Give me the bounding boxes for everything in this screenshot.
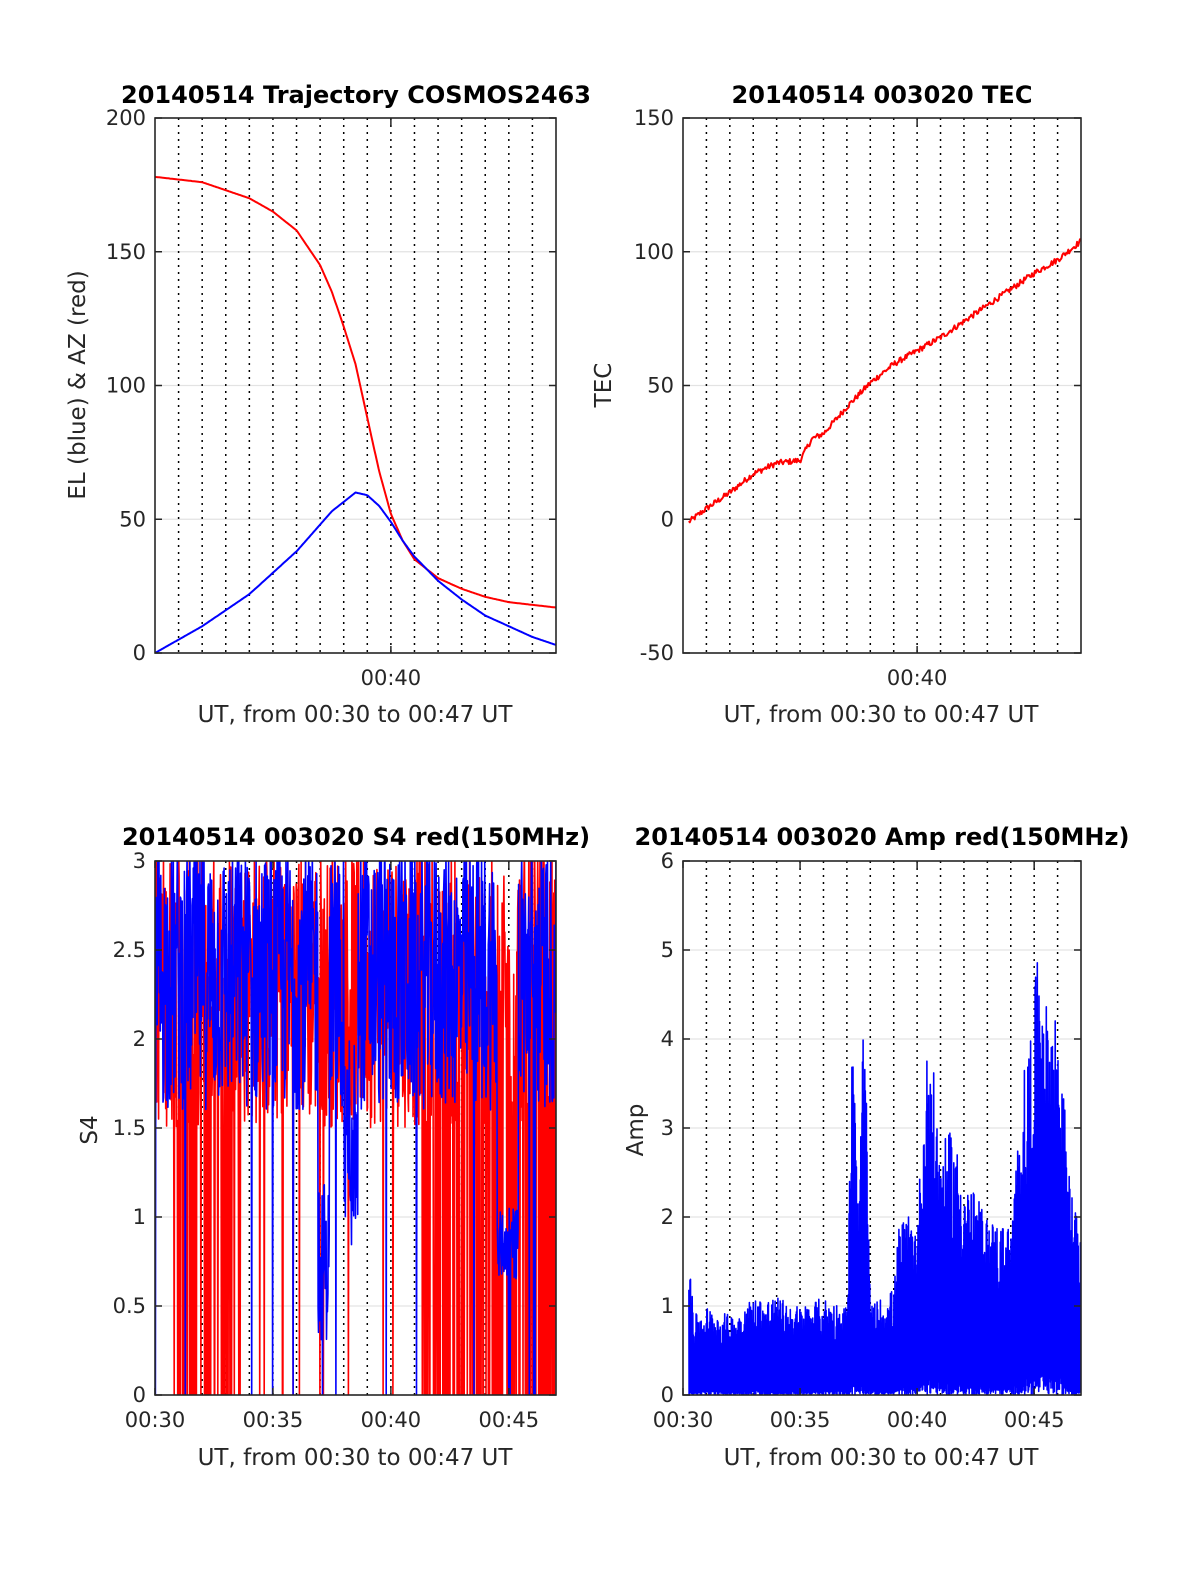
amp-ytick-label: 4 — [661, 1027, 674, 1051]
tec-ytick-label: 100 — [634, 240, 674, 264]
amp-ylabel: Amp — [623, 1104, 649, 1157]
amp-panel: 20140514 003020 Amp red(150MHz) UT, from… — [623, 823, 1129, 1471]
s4-ytick-label: 2.5 — [113, 938, 146, 962]
s4-title: 20140514 003020 S4 red(150MHz) — [122, 823, 590, 851]
tec-ylabel: TEC — [591, 363, 617, 409]
tec-panel: 20140514 003020 TEC UT, from 00:30 to 00… — [591, 81, 1082, 728]
s4-ytick-label: 1 — [133, 1205, 146, 1229]
trajectory-xtick-label: 00:40 — [361, 666, 422, 690]
trajectory-plot-area — [155, 175, 556, 653]
s4-ytick-label: 3 — [133, 849, 146, 873]
amp-ytick-label: 3 — [661, 1116, 674, 1140]
s4-series-line — [155, 861, 556, 1395]
s4-xtick-label: 00:40 — [361, 1408, 422, 1432]
s4-ytick-label: 0 — [133, 1383, 146, 1407]
s4-xtick-label: 00:30 — [125, 1408, 186, 1432]
amp-series-line — [688, 962, 1081, 1395]
amp-ytick-label: 0 — [661, 1383, 674, 1407]
trajectory-ytick-label: 0 — [133, 641, 146, 665]
tec-series-line — [688, 238, 1081, 524]
trajectory-series-line — [155, 491, 556, 653]
s4-plot-area — [155, 861, 556, 1395]
amp-ytick-label: 1 — [661, 1294, 674, 1318]
trajectory-xlabel: UT, from 00:30 to 00:47 UT — [198, 702, 514, 728]
trajectory-ytick-label: 150 — [106, 240, 146, 264]
s4-xlabel: UT, from 00:30 to 00:47 UT — [198, 1445, 514, 1471]
s4-panel: 20140514 003020 S4 red(150MHz) UT, from … — [77, 823, 590, 1471]
trajectory-ylabel: EL (blue) & AZ (red) — [65, 270, 91, 499]
amp-title: 20140514 003020 Amp red(150MHz) — [635, 823, 1130, 851]
s4-ytick-label: 2 — [133, 1027, 146, 1051]
s4-ylabel: S4 — [77, 1115, 103, 1144]
trajectory-ytick-label: 100 — [106, 374, 146, 398]
amp-xtick-label: 00:30 — [653, 1408, 714, 1432]
tec-ytick-label: 0 — [661, 507, 674, 531]
tec-title: 20140514 003020 TEC — [732, 81, 1033, 109]
trajectory-ytick-label: 50 — [119, 507, 146, 531]
tec-xtick-label: 00:40 — [887, 666, 948, 690]
tec-ytick-label: 50 — [647, 374, 674, 398]
amp-ytick-label: 5 — [661, 938, 674, 962]
amp-ytick-label: 6 — [661, 849, 674, 873]
tec-ytick-label: -50 — [640, 641, 674, 665]
trajectory-title: 20140514 Trajectory COSMOS2463 — [121, 81, 591, 109]
amp-xtick-label: 00:45 — [1004, 1408, 1065, 1432]
s4-xtick-label: 00:35 — [243, 1408, 304, 1432]
tec-xlabel: UT, from 00:30 to 00:47 UT — [724, 702, 1040, 728]
s4-xtick-label: 00:45 — [479, 1408, 540, 1432]
amp-xtick-label: 00:35 — [770, 1408, 831, 1432]
trajectory-panel: 20140514 Trajectory COSMOS2463 UT, from … — [65, 81, 591, 728]
trajectory-series-line — [155, 175, 556, 609]
amp-ytick-label: 2 — [661, 1205, 674, 1229]
tec-plot-area — [688, 238, 1081, 524]
amp-xtick-label: 00:40 — [887, 1408, 948, 1432]
amp-xlabel: UT, from 00:30 to 00:47 UT — [724, 1445, 1040, 1471]
s4-ytick-label: 1.5 — [113, 1116, 146, 1140]
tec-ytick-label: 150 — [634, 106, 674, 130]
amp-plot-area — [688, 962, 1081, 1395]
s4-ytick-label: 0.5 — [113, 1294, 146, 1318]
trajectory-ytick-label: 200 — [106, 106, 146, 130]
